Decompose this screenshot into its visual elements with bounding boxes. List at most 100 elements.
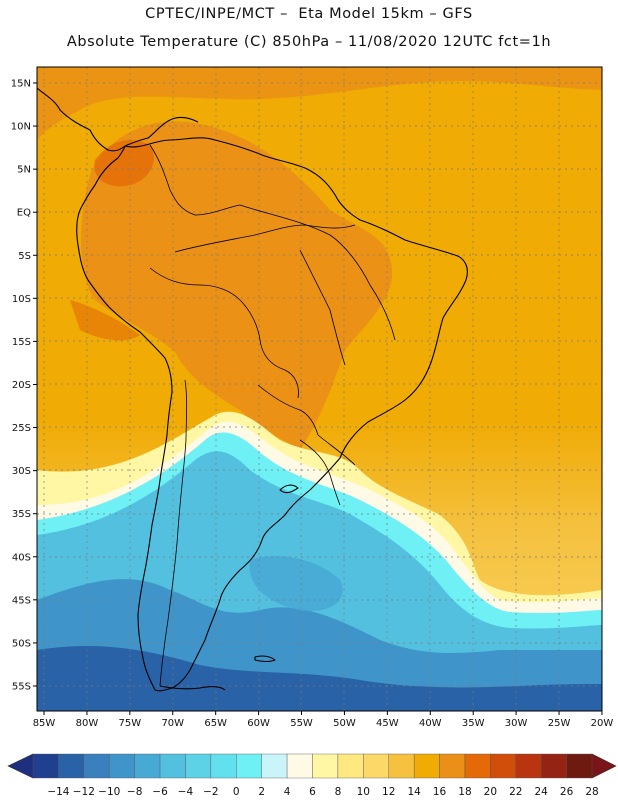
colorbar-cell	[210, 753, 237, 779]
graticule	[37, 67, 603, 711]
coastline-tierra-del-fuego	[159, 685, 226, 691]
longitude-label: 45W	[376, 718, 399, 729]
field-warm-interior	[80, 121, 393, 450]
colorbar-label: 14	[407, 786, 421, 798]
colorbar-cell	[134, 753, 161, 779]
latitude-label: 50S	[12, 638, 31, 649]
field-coldest-airmass	[37, 645, 602, 711]
field-hot-core-peru	[70, 300, 140, 341]
coastline-west	[76, 145, 173, 691]
longitude-labels: 85W 80W 75W 70W 65W 60W 55W 50W 45W 40W 35W 30W 25W 2…	[33, 711, 614, 729]
colorbar-label: −10	[98, 786, 120, 798]
coastline-falklands	[254, 655, 276, 663]
country-borders	[149, 144, 396, 687]
colorbar-cell	[566, 753, 593, 779]
longitude-label: 55W	[290, 718, 313, 729]
coastlines	[37, 87, 468, 692]
latitude-label: 30S	[12, 466, 31, 477]
longitude-label: 35W	[462, 718, 485, 729]
colorbar-cell	[286, 753, 313, 779]
colorbar-cell	[185, 753, 212, 779]
colorbar-cell	[32, 753, 59, 779]
colorbar-label: 2	[258, 786, 265, 798]
border-brazil-north	[174, 224, 356, 253]
colorbar-cell	[540, 753, 567, 779]
colorbar-label: 6	[309, 786, 316, 798]
colorbar-cells	[7, 753, 617, 779]
border-peru-brazil	[149, 267, 241, 301]
colorbar-cell	[439, 753, 466, 779]
longitude-label: 70W	[161, 718, 184, 729]
border-paraguay	[257, 384, 319, 436]
temperature-colorbar: −14 −12 −10 −8 −6 −4 −2 0 2 4 6 8 10 12 14 16 18 20 22 24 26…	[7, 753, 617, 798]
longitude-label: 50W	[333, 718, 356, 729]
border-argentina-uruguay	[299, 439, 341, 506]
longitude-label: 60W	[247, 718, 270, 729]
colorbar-label: 18	[458, 786, 471, 798]
colorbar-cell	[490, 753, 516, 779]
colorbar-cell	[312, 753, 339, 779]
colorbar-label: −12	[73, 786, 95, 798]
colorbar-label: 8	[335, 786, 342, 798]
colorbar-label: −2	[203, 786, 218, 798]
field-cold-pocket	[249, 556, 343, 611]
colorbar-label: 4	[284, 786, 291, 798]
colorbar-cell	[515, 753, 542, 779]
colorbar-cell	[413, 753, 440, 779]
colorbar-label: 26	[560, 786, 574, 798]
map-title-line1: CPTEC/INPE/MCT – Eta Model 15km – GFS	[145, 6, 473, 22]
latitude-label: 55S	[12, 681, 31, 692]
latitude-label: 35S	[12, 509, 31, 520]
latitude-label: 10N	[11, 122, 31, 133]
latitude-labels: 15N 10N 5N EQ 5S 10S 15S 20S 25S 30S 35S 40S 45S 50S 5…	[11, 79, 37, 692]
latitude-label: 25S	[12, 423, 31, 434]
colorbar-cell	[236, 753, 262, 779]
colorbar-cell	[159, 753, 186, 779]
border-colombia-venezuela	[149, 144, 241, 216]
border-bolivia	[239, 299, 299, 399]
latitude-label: 10S	[12, 294, 31, 305]
latitude-label: 15N	[11, 79, 31, 90]
border-brazil-states	[239, 204, 396, 366]
longitude-label: 65W	[204, 718, 227, 729]
colorbar-label: −4	[178, 786, 194, 798]
colorbar-cell	[464, 753, 491, 779]
latitude-label: 40S	[12, 552, 31, 563]
colorbar-label: 0	[233, 786, 240, 798]
latitude-label: 45S	[12, 595, 31, 606]
longitude-label: 30W	[505, 718, 528, 729]
colorbar-label: 10	[357, 786, 370, 798]
longitude-label: 25W	[548, 718, 571, 729]
colorbar-under-arrow	[7, 753, 34, 779]
colorbar-cell	[388, 753, 415, 779]
latitude-label: 5N	[17, 165, 31, 176]
coastline-rio-de-la-plata	[279, 484, 299, 494]
colorbar-label: −6	[152, 786, 168, 798]
colorbar-label: −8	[127, 786, 142, 798]
colorbar-cell	[109, 753, 135, 779]
longitude-label: 40W	[419, 718, 442, 729]
longitude-label: 80W	[76, 718, 99, 729]
colorbar-cell	[261, 753, 288, 779]
colorbar-cell	[363, 753, 389, 779]
colorbar-cell	[83, 753, 110, 779]
colorbar-cell	[337, 753, 364, 779]
latitude-label: 20S	[12, 380, 31, 391]
latitude-label: 15S	[12, 337, 31, 348]
latitude-label: EQ	[17, 208, 31, 219]
coastline-south-america	[124, 137, 468, 692]
longitude-label: 20W	[591, 718, 614, 729]
coastline-central-america	[37, 87, 199, 152]
longitude-label: 75W	[119, 718, 142, 729]
colorbar-labels: −14 −12 −10 −8 −6 −4 −2 0 2 4 6 8 10 12 14 16 18 20 22 24 26…	[47, 786, 598, 798]
longitude-label: 85W	[33, 718, 56, 729]
field-warm-north	[37, 67, 602, 140]
colorbar-label: 16	[433, 786, 447, 798]
colorbar-label: 24	[534, 786, 548, 798]
colorbar-cell	[58, 753, 85, 779]
map-title-line2: Absolute Temperature (C) 850hPa – 11/08/…	[66, 34, 552, 50]
colorbar-over-arrow	[591, 753, 617, 779]
colorbar-label: −14	[47, 786, 69, 798]
temperature-field	[37, 67, 602, 711]
